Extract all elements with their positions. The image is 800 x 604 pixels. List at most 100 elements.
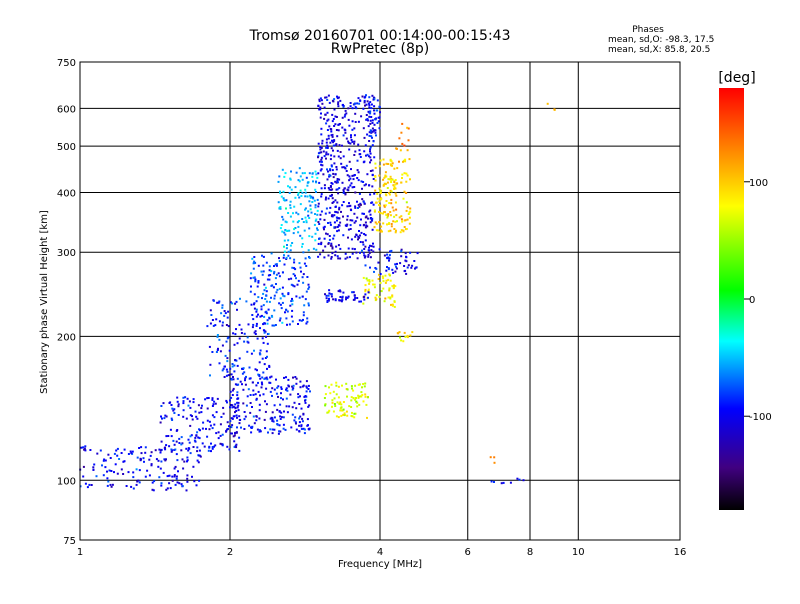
- scatter-point: [500, 482, 503, 485]
- scatter-point: [196, 450, 199, 453]
- scatter-point: [261, 357, 264, 360]
- scatter-point: [258, 430, 261, 433]
- scatter-point: [317, 205, 320, 208]
- scatter-point: [210, 314, 213, 316]
- scatter-point: [374, 131, 377, 134]
- scatter-point: [231, 302, 234, 305]
- scatter-point: [273, 272, 275, 275]
- scatter-point: [344, 131, 347, 134]
- scatter-point: [305, 176, 308, 179]
- scatter-point: [400, 229, 403, 232]
- scatter-point: [366, 173, 369, 176]
- scatter-point: [109, 483, 112, 486]
- scatter-point: [294, 416, 297, 419]
- scatter-point: [198, 411, 201, 414]
- scatter-point: [116, 447, 119, 450]
- scatter-point: [391, 268, 394, 271]
- scatter-point: [331, 405, 333, 408]
- scatter-point: [387, 178, 390, 181]
- scatter-point: [361, 212, 364, 215]
- scatter-point: [396, 220, 398, 223]
- scatter-point: [389, 158, 392, 161]
- scatter-point: [331, 399, 334, 402]
- scatter-point: [222, 412, 225, 415]
- scatter-point: [381, 275, 384, 278]
- scatter-point: [380, 225, 383, 228]
- scatter-point: [216, 334, 219, 336]
- scatter-point: [262, 292, 265, 295]
- scatter-point: [367, 290, 370, 293]
- scatter-point: [125, 485, 128, 487]
- x-tick-label: 16: [674, 547, 687, 558]
- scatter-point: [320, 146, 323, 149]
- scatter-point: [225, 374, 228, 377]
- scatter-point: [383, 254, 386, 257]
- scatter-point: [195, 434, 198, 437]
- scatter-point: [303, 432, 306, 435]
- scatter-point: [339, 221, 342, 224]
- scatter-point: [351, 247, 354, 250]
- scatter-point: [314, 170, 317, 173]
- scatter-point: [231, 363, 234, 365]
- scatter-point: [320, 99, 323, 102]
- scatter-point: [287, 292, 290, 295]
- scatter-point: [328, 211, 331, 214]
- scatter-point: [299, 175, 302, 178]
- scatter-point: [332, 118, 335, 120]
- scatter-point: [278, 424, 281, 427]
- scatter-point: [379, 190, 382, 193]
- scatter-point: [340, 406, 343, 409]
- scatter-point: [333, 397, 336, 400]
- scatter-point: [405, 192, 408, 194]
- scatter-point: [371, 121, 374, 124]
- scatter-point: [368, 96, 371, 99]
- scatter-point: [239, 380, 242, 383]
- scatter-point: [275, 283, 277, 285]
- scatter-point: [406, 218, 409, 221]
- scatter-point: [264, 400, 266, 403]
- scatter-point: [299, 203, 302, 206]
- scatter-point: [265, 300, 268, 303]
- scatter-point: [263, 363, 266, 366]
- scatter-point: [107, 480, 110, 483]
- scatter-point: [221, 304, 224, 307]
- scatter-point: [243, 371, 246, 374]
- scatter-point: [334, 254, 337, 257]
- scatter-point: [297, 231, 300, 234]
- scatter-point: [236, 397, 239, 400]
- scatter-point: [175, 453, 178, 456]
- scatter-point: [395, 267, 398, 270]
- scatter-point: [207, 397, 210, 399]
- scatter-point: [346, 205, 349, 208]
- scatter-point: [338, 217, 341, 220]
- scatter-point: [241, 372, 244, 375]
- scatter-point: [276, 288, 279, 291]
- scatter-point: [270, 252, 273, 255]
- scatter-point: [229, 301, 232, 304]
- scatter-point: [307, 181, 310, 184]
- scatter-point: [277, 395, 279, 398]
- scatter-point: [273, 270, 276, 273]
- scatter-point: [264, 286, 267, 289]
- scatter-point: [358, 205, 361, 208]
- scatter-point: [226, 316, 229, 319]
- scatter-point: [337, 129, 340, 132]
- scatter-point: [332, 172, 335, 175]
- scatter-point: [406, 206, 409, 209]
- scatter-point: [182, 400, 185, 403]
- scatter-point: [357, 383, 360, 386]
- scatter-point: [352, 389, 355, 392]
- scatter-point: [354, 206, 357, 209]
- scatter-point: [255, 419, 258, 422]
- scatter-point: [308, 217, 311, 219]
- scatter-point: [226, 337, 229, 340]
- scatter-point: [502, 481, 505, 484]
- scatter-point: [272, 420, 275, 423]
- scatter-point: [308, 235, 311, 238]
- scatter-point: [369, 156, 372, 159]
- scatter-point: [263, 377, 266, 380]
- scatter-point: [153, 480, 156, 483]
- scatter-point: [287, 254, 290, 257]
- scatter-point: [364, 382, 367, 385]
- scatter-point: [365, 118, 368, 121]
